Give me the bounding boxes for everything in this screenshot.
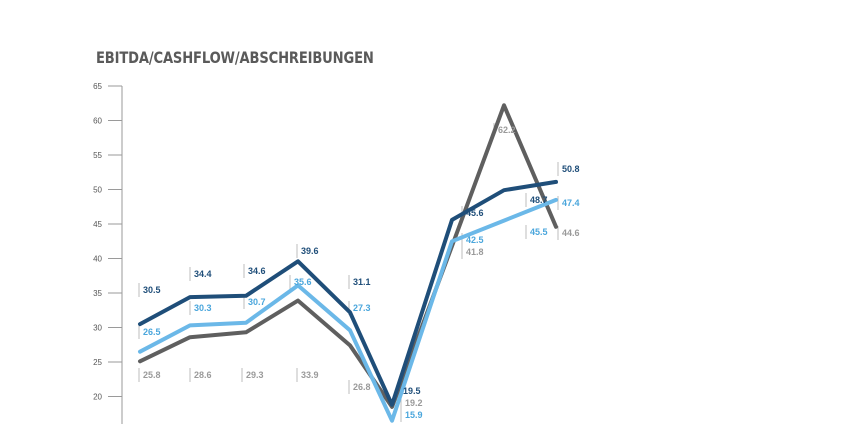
data-label: 27.3: [353, 303, 371, 313]
data-label: 30.5: [143, 285, 161, 295]
data-label: 29.3: [246, 370, 264, 380]
chart-title: EBITDA/CASHFLOW/ABSCHREIBUNGEN: [96, 48, 374, 67]
data-label: 47.4: [562, 198, 580, 208]
y-tick-label: 20: [93, 393, 102, 402]
data-labels: 30.5 34.4 34.6 39.6 31.1 19.5 45.6 48.7 50.8 26.5…: [143, 125, 580, 420]
data-label: 33.9: [301, 370, 319, 380]
data-label: 19.5: [403, 386, 421, 396]
data-label: 50.8: [562, 164, 580, 174]
data-label: 48.7: [530, 195, 548, 205]
data-label: 30.3: [194, 303, 212, 313]
y-tick-label: 65: [93, 82, 102, 91]
series-lines: [138, 103, 558, 423]
series-line-0: [138, 179, 558, 407]
series-line-1: [138, 197, 558, 423]
data-label: 45.6: [466, 208, 484, 218]
data-label: 62.2: [498, 125, 516, 135]
y-tick-label: 35: [93, 289, 102, 298]
data-label: 26.5: [143, 327, 161, 337]
data-label: 25.8: [143, 370, 161, 380]
data-label: 19.2: [405, 398, 423, 408]
y-tick-label: 45: [93, 220, 102, 229]
data-label: 26.8: [353, 382, 371, 392]
y-tick-label: 25: [93, 358, 102, 367]
data-label: 42.5: [466, 235, 484, 245]
label-leader-lines: [138, 123, 559, 422]
y-tick-label: 50: [93, 186, 102, 195]
series-line-2: [138, 103, 558, 409]
y-tick-label: 40: [93, 255, 102, 264]
data-label: 44.6: [562, 228, 580, 238]
data-label: 31.1: [353, 277, 371, 287]
y-axis-ticks: 20 25 30 35 40 45 50 55 60 65: [93, 82, 122, 402]
data-label: 34.4: [194, 269, 212, 279]
y-tick-label: 60: [93, 117, 102, 126]
y-tick-label: 55: [93, 151, 102, 160]
data-label: 45.5: [530, 227, 548, 237]
data-label: 34.6: [248, 266, 266, 276]
data-label: 28.6: [194, 370, 212, 380]
data-label: 39.6: [301, 246, 319, 256]
data-label: 35.6: [294, 277, 312, 287]
data-label: 30.7: [248, 297, 266, 307]
data-label: 41.8: [466, 247, 484, 257]
y-tick-label: 30: [93, 324, 102, 333]
data-label: 15.9: [405, 410, 423, 420]
